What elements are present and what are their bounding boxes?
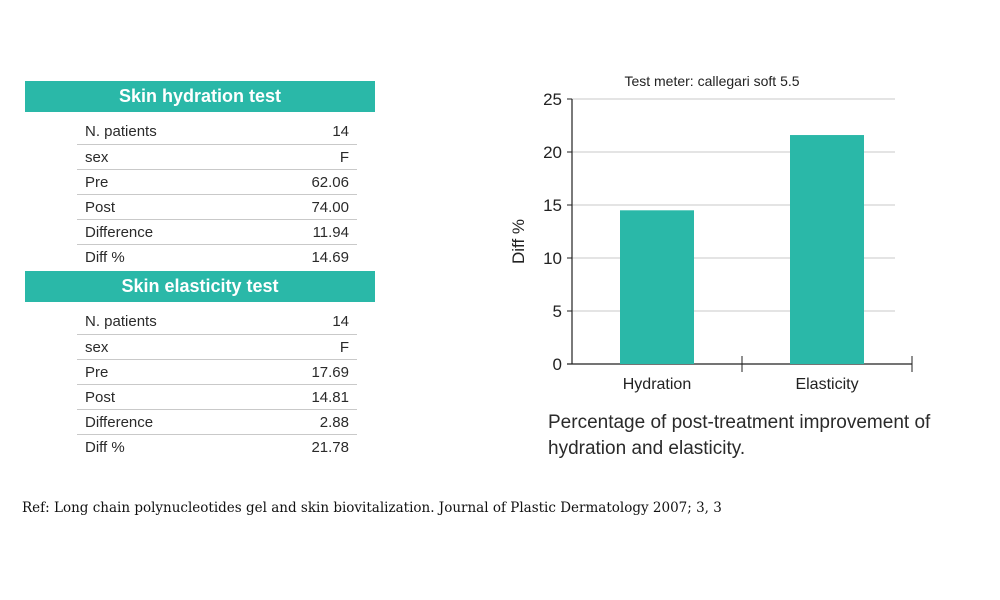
table-row: sex F: [77, 335, 357, 360]
y-tick-label: 0: [553, 355, 562, 374]
table-row: Diff % 14.69: [77, 245, 357, 269]
bar-chart: Test meter: callegari soft 5.5 0 5 10 15 20 25…: [500, 66, 940, 406]
row-value: 14.81: [311, 388, 349, 406]
row-value: 62.06: [311, 173, 349, 191]
row-value: 14.69: [311, 248, 349, 266]
hydration-rows: N. patients 14 sex F Pre 62.06 Post 74.00 Di…: [77, 118, 357, 269]
elasticity-table-title: Skin elasticity test: [25, 271, 375, 302]
chart-caption: Percentage of post-treatment improvement…: [548, 410, 988, 462]
row-value: 2.88: [319, 413, 349, 431]
row-label: Difference: [85, 413, 154, 431]
row-value: 17.69: [311, 363, 349, 381]
y-tick-label: 15: [543, 196, 562, 215]
row-label: sex: [85, 148, 109, 166]
row-label: Post: [85, 388, 116, 406]
elasticity-rows: N. patients 14 sex F Pre 17.69 Post 14.81 Di…: [77, 308, 357, 459]
table-row: Diff % 21.78: [77, 435, 357, 459]
y-tick-label: 5: [553, 302, 562, 321]
table-row: Difference 11.94: [77, 220, 357, 245]
row-value: 14: [332, 312, 349, 330]
hydration-table-title: Skin hydration test: [25, 81, 375, 112]
row-label: N. patients: [85, 122, 157, 140]
table-row: Post 14.81: [77, 385, 357, 410]
row-value: 21.78: [311, 438, 349, 456]
row-label: Diff %: [85, 248, 125, 266]
row-label: N. patients: [85, 312, 157, 330]
row-label: Difference: [85, 223, 154, 241]
row-value: 11.94: [312, 223, 349, 241]
row-value: 74.00: [311, 198, 349, 216]
row-value: 14: [332, 122, 349, 140]
row-value: F: [339, 148, 349, 166]
table-row: Difference 2.88: [77, 410, 357, 435]
row-label: sex: [85, 338, 109, 356]
table-row: sex F: [77, 145, 357, 170]
row-label: Diff %: [85, 438, 125, 456]
bar-elasticity: [790, 135, 864, 364]
table-row: N. patients 14: [77, 308, 357, 335]
caption-line-2: hydration and elasticity.: [548, 438, 746, 459]
hydration-table: Skin hydration test N. patients 14 sex F P…: [25, 81, 375, 269]
row-label: Pre: [85, 173, 109, 191]
table-row: Pre 62.06: [77, 170, 357, 195]
chart-title: Test meter: callegari soft 5.5: [624, 73, 799, 89]
row-value: F: [339, 338, 349, 356]
bar-chart-svg: Test meter: callegari soft 5.5 0 5 10 15 20 25…: [509, 73, 913, 393]
bar-hydration: [620, 210, 694, 364]
table-row: N. patients 14: [77, 118, 357, 145]
row-label: Pre: [85, 363, 109, 381]
x-tick-label: Hydration: [623, 376, 691, 393]
y-tick-label: 25: [543, 90, 562, 109]
x-tick-label: Elasticity: [795, 376, 858, 393]
y-axis-label: Diff %: [509, 219, 528, 264]
y-tick-label: 10: [543, 249, 562, 268]
elasticity-table: Skin elasticity test N. patients 14 sex F …: [25, 271, 375, 459]
caption-line-1: Percentage of post-treatment improvement…: [548, 412, 931, 433]
row-label: Post: [85, 198, 116, 216]
reference-text: Ref: Long chain polynucleotides gel and …: [22, 500, 722, 516]
table-row: Post 74.00: [77, 195, 357, 220]
y-tick-label: 20: [543, 143, 562, 162]
table-row: Pre 17.69: [77, 360, 357, 385]
